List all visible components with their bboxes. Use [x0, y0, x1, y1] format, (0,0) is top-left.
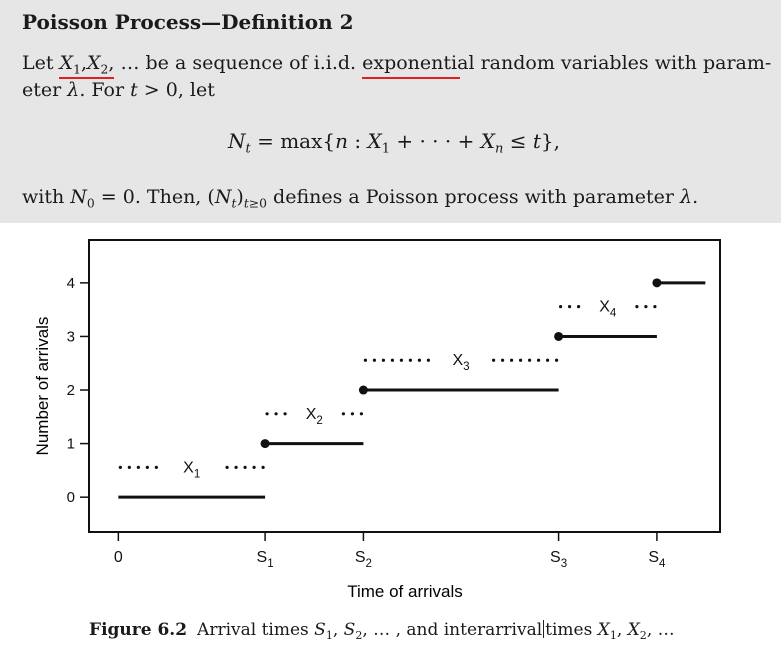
x-tick-label: S4 [648, 549, 666, 570]
step-chart: 0 1 2 3 4 0 S1 S2 S3 S4 X1 X2 X3 X4 Time of arrival… [33, 239, 721, 601]
dotted-gap-mark [554, 358, 559, 362]
dotted-gap-mark [491, 358, 496, 362]
y-axis-label: Number of arrivals [33, 317, 52, 456]
dotted-gap-mark [509, 358, 514, 362]
x-axis: 0 S1 S2 S3 S4 [114, 532, 666, 570]
underline-mark-vars [59, 77, 114, 79]
dotted-gap-mark [644, 305, 648, 309]
dotted-gap-mark [567, 305, 572, 309]
dotted-gap-mark [527, 358, 532, 362]
y-tick-label: 3 [67, 328, 75, 345]
y-tick-label: 0 [67, 489, 75, 506]
dotted-gap-mark [154, 465, 158, 469]
arrival-point [260, 439, 270, 449]
dotted-gap-mark [252, 465, 256, 469]
interval-label: X1 [183, 459, 200, 480]
x-axis-label: Time of arrivals [347, 582, 463, 601]
underline-mark-exponential [362, 77, 460, 79]
dotted-gap-mark [118, 465, 122, 469]
dotted-gap-mark [359, 412, 364, 416]
step-series [118, 278, 706, 499]
dotted-gap-mark [283, 412, 287, 416]
x-tick-label: S1 [257, 549, 274, 570]
dotted-gap-mark [500, 358, 505, 362]
arrival-point [358, 385, 368, 395]
dotted-gap-mark [426, 358, 431, 362]
dotted-gap-mark [243, 465, 247, 469]
dotted-gap-mark [274, 412, 278, 416]
dotted-gap-mark [136, 465, 140, 469]
interval-label: X4 [599, 299, 617, 320]
interval-label: X3 [452, 352, 469, 373]
dotted-gap-mark [372, 358, 377, 362]
dotted-gap-mark [417, 358, 422, 362]
dotted-gap-mark [363, 358, 368, 362]
dotted-gap-mark [653, 305, 657, 309]
dotted-gap-mark [127, 465, 131, 469]
arrival-point [652, 278, 662, 288]
dotted-gap-mark [635, 305, 639, 309]
y-tick-label: 2 [67, 382, 75, 399]
dotted-gap-mark [261, 465, 265, 469]
dotted-gap-mark [536, 358, 541, 362]
definition-line-2: eter λ. For t > 0, let [22, 79, 215, 101]
definition-line-3: with N0 = 0. Then, (Nt)t≥0 defines a Poi… [22, 186, 699, 211]
arrival-point [554, 331, 564, 341]
dotted-gap-mark [341, 412, 346, 416]
dotted-gap-mark [518, 358, 523, 362]
x-tick-label: S2 [355, 549, 372, 570]
dotted-gap-mark [390, 358, 395, 362]
dotted-gap-mark [545, 358, 550, 362]
figure-caption: Figure 6.2 Arrival times S1, S2, … , and … [89, 620, 675, 642]
text-cursor [543, 620, 545, 638]
dotted-gap-mark [408, 358, 413, 362]
y-axis: 0 1 2 3 4 [67, 275, 89, 506]
dotted-gap-mark [265, 412, 269, 416]
dotted-gap-mark [558, 305, 563, 309]
interval-label: X2 [306, 406, 323, 427]
definition-title: Poisson Process—Definition 2 [22, 10, 354, 34]
keyword-exponential: exponential [362, 52, 475, 74]
dotted-gap-mark [225, 465, 229, 469]
dotted-gap-mark [145, 465, 149, 469]
plot-frame [88, 239, 721, 533]
y-tick-label: 4 [67, 275, 75, 292]
dotted-gap-mark [381, 358, 386, 362]
dotted-gap-mark [234, 465, 238, 469]
interval-labels: X1 X2 X3 X4 [118, 299, 657, 480]
definition-line-1: Let X1,X2, … be a sequence of i.i.d. exp… [22, 52, 772, 77]
dotted-gap-mark [399, 358, 404, 362]
x-tick-label: 0 [114, 549, 123, 566]
definition-box: Poisson Process—Definition 2 Let X1,X2, … [0, 0, 781, 223]
definition-equation: Nt = max{n : X1 + · · · + Xn ≤ t}, [228, 129, 560, 157]
x-tick-label: S3 [550, 549, 567, 570]
dotted-gap-mark [576, 305, 581, 309]
y-tick-label: 1 [67, 436, 75, 453]
dotted-gap-mark [350, 412, 355, 416]
